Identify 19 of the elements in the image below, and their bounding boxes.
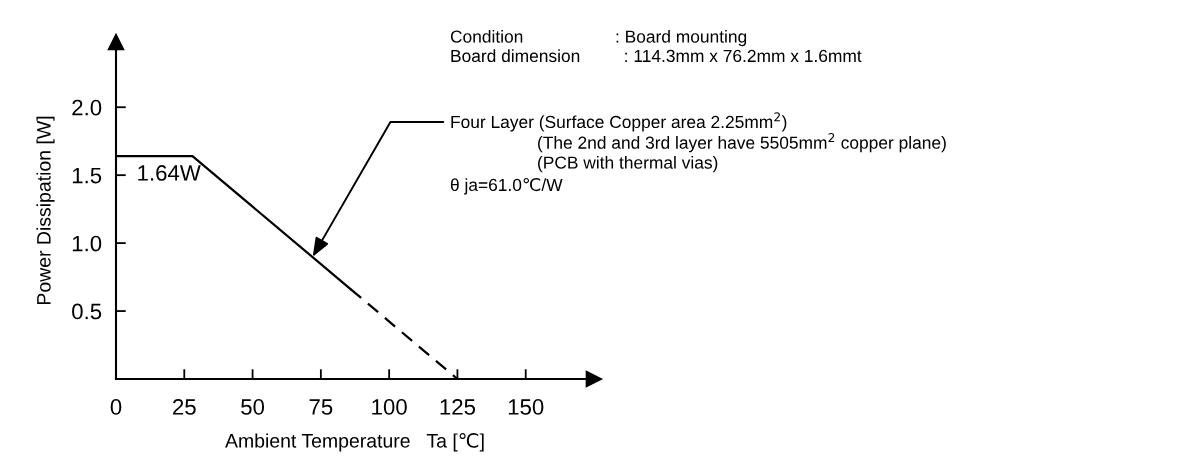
annotation: (PCB with thermal vias) (538, 156, 718, 173)
x-tick-label: 0 (110, 399, 122, 415)
x-tick-label: 50 (241, 399, 265, 415)
y-tick-label: 0.5 (72, 303, 102, 320)
x-tick-label: 150 (508, 399, 544, 415)
annotation: Condition : Board mounting Board dimension : 114.3mm x 76.2mm x 1.6mmt (450, 30, 862, 63)
annotation: (The 2nd and 3rd layer have 5505mm$^{2}$ copper plane) (538, 133, 946, 153)
y-tick-label: 2.0 (72, 99, 102, 116)
x-tick-label: 100 (372, 399, 407, 415)
y-axis-title: Power Dissipation [W] (36, 116, 55, 304)
x-tick-label: 125 (440, 399, 476, 415)
y-tick-label: 1.5 (72, 167, 102, 184)
x-axis-title: Ambient Temperature Ta [℃] (225, 433, 484, 452)
annotation: 1.64W (138, 165, 201, 181)
annotation: Four Layer (Surface Copper area 2.25mm$^{2}$) (451, 112, 787, 132)
x-tick-label: 75 (309, 399, 333, 415)
annotation: θ ja=61.0℃/W (450, 178, 563, 195)
y-tick-label: 1.0 (72, 235, 102, 252)
x-tick-label: 25 (173, 399, 196, 415)
